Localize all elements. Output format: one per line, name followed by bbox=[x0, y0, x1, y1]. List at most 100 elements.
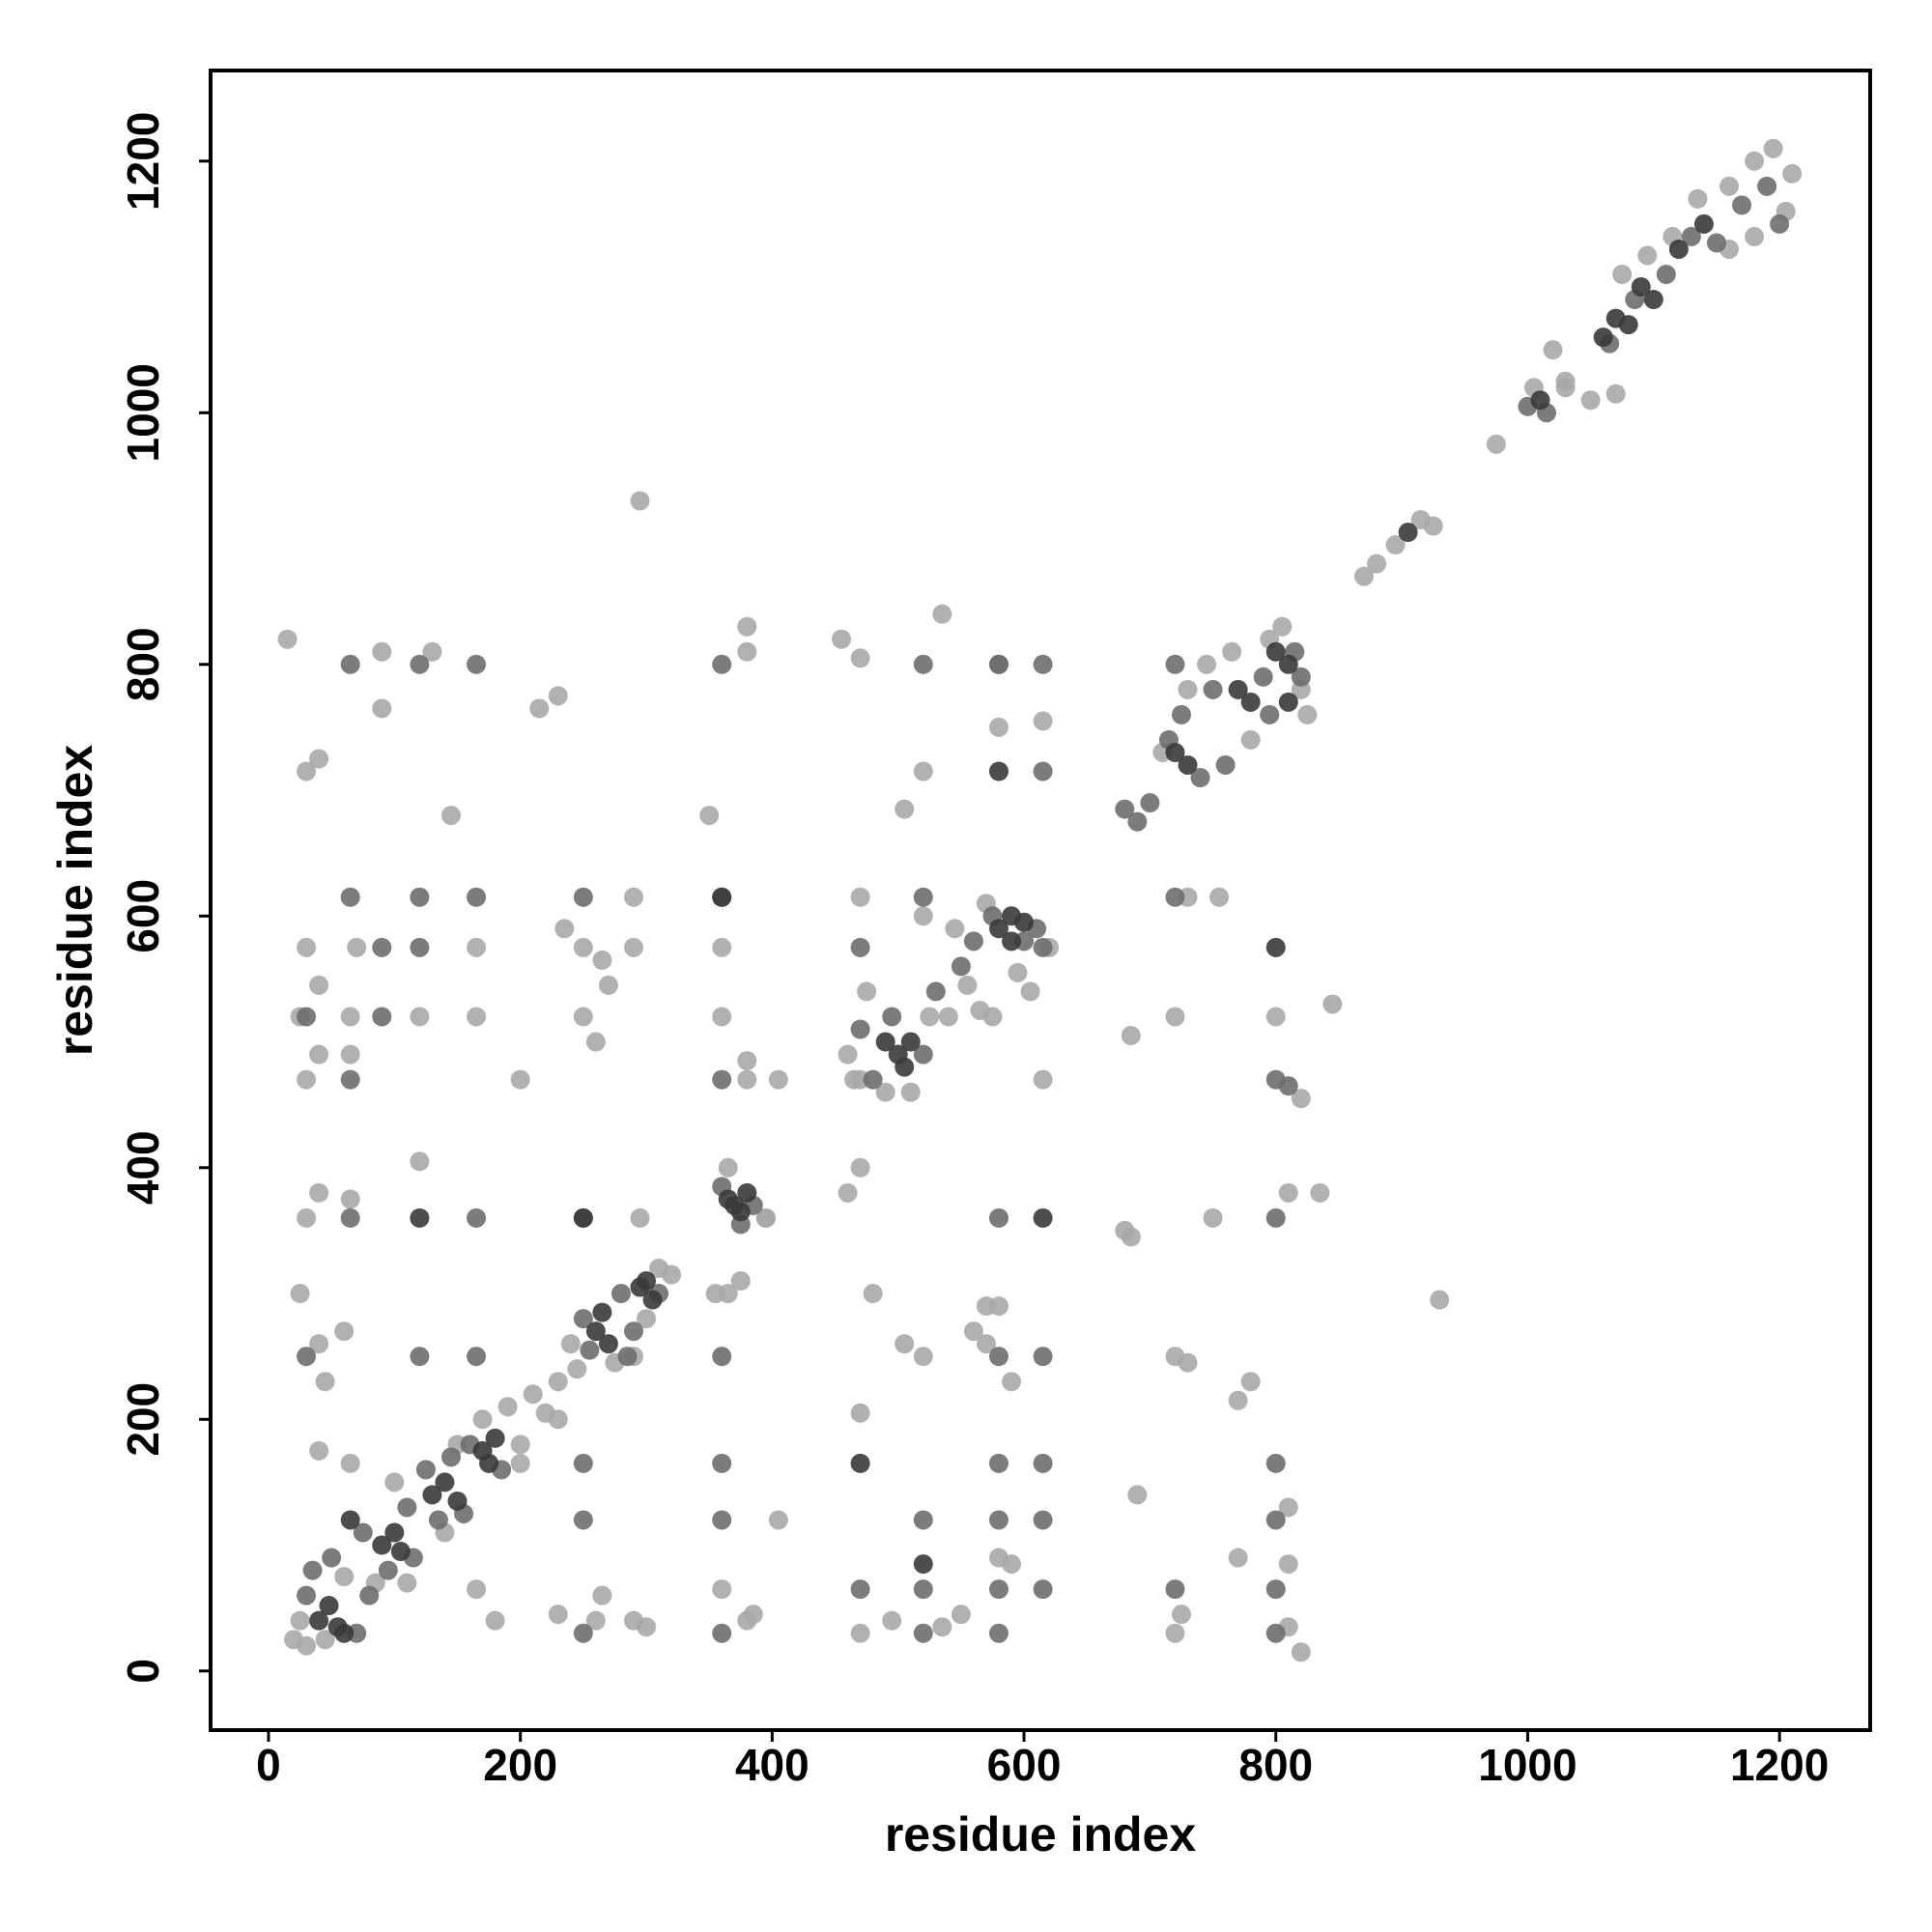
x-tick-label: 0 bbox=[256, 1740, 281, 1790]
point bbox=[768, 1069, 788, 1090]
point bbox=[467, 887, 487, 907]
point bbox=[1002, 1554, 1022, 1575]
point bbox=[548, 1409, 568, 1430]
point bbox=[585, 1610, 606, 1631]
plot-frame bbox=[209, 69, 1872, 1732]
point bbox=[1265, 1208, 1286, 1228]
point bbox=[938, 1007, 958, 1027]
point bbox=[1618, 315, 1638, 335]
point bbox=[415, 1460, 436, 1480]
point bbox=[410, 1347, 430, 1367]
point bbox=[895, 1057, 915, 1077]
point bbox=[1631, 277, 1651, 298]
point bbox=[529, 698, 550, 719]
point bbox=[730, 1202, 751, 1222]
point bbox=[485, 1610, 505, 1631]
point bbox=[1260, 704, 1280, 724]
point bbox=[1222, 641, 1242, 662]
point bbox=[637, 1271, 657, 1292]
point bbox=[1291, 667, 1311, 687]
point bbox=[1178, 1352, 1198, 1373]
point bbox=[497, 1397, 518, 1417]
point bbox=[340, 1189, 360, 1209]
point bbox=[297, 1347, 317, 1367]
point bbox=[976, 1334, 996, 1354]
point bbox=[712, 937, 732, 957]
point bbox=[988, 1623, 1009, 1643]
point bbox=[838, 1044, 858, 1065]
point bbox=[988, 1579, 1009, 1600]
point bbox=[863, 1284, 883, 1304]
point bbox=[630, 1208, 650, 1228]
point bbox=[1430, 1290, 1450, 1310]
point bbox=[410, 887, 430, 907]
point bbox=[712, 1623, 732, 1643]
x-tick-label: 800 bbox=[1238, 1740, 1313, 1790]
point bbox=[1719, 176, 1740, 196]
point bbox=[1165, 1007, 1185, 1027]
point bbox=[297, 1007, 317, 1027]
point bbox=[467, 654, 487, 674]
point bbox=[850, 1579, 870, 1600]
point bbox=[560, 1334, 581, 1354]
point bbox=[1240, 692, 1261, 712]
point bbox=[1165, 1623, 1185, 1643]
x-tick-label: 400 bbox=[735, 1740, 810, 1790]
point bbox=[384, 1522, 405, 1543]
point bbox=[1385, 535, 1406, 555]
point bbox=[1593, 327, 1613, 348]
point bbox=[440, 1447, 461, 1467]
point bbox=[592, 950, 612, 970]
point bbox=[573, 887, 593, 907]
point bbox=[743, 1605, 763, 1625]
point bbox=[472, 1409, 493, 1430]
point bbox=[730, 1271, 751, 1292]
point bbox=[1165, 742, 1185, 762]
point bbox=[850, 1623, 870, 1643]
point bbox=[567, 1359, 587, 1379]
point bbox=[410, 1007, 430, 1027]
point bbox=[768, 1510, 788, 1530]
point bbox=[548, 1372, 568, 1392]
point bbox=[1228, 1548, 1248, 1568]
y-tick-label: 0 bbox=[118, 1659, 168, 1684]
x-tick-label: 1000 bbox=[1478, 1740, 1577, 1790]
point bbox=[1656, 265, 1676, 285]
point bbox=[1278, 692, 1298, 712]
point bbox=[951, 1605, 971, 1625]
point bbox=[1228, 1390, 1248, 1410]
point bbox=[573, 1623, 593, 1643]
point bbox=[875, 1032, 895, 1052]
point bbox=[410, 937, 430, 957]
point bbox=[1253, 667, 1273, 687]
point bbox=[510, 1435, 530, 1455]
point bbox=[523, 1384, 543, 1405]
point bbox=[957, 975, 978, 995]
point bbox=[390, 1542, 411, 1562]
point bbox=[1322, 994, 1343, 1014]
point bbox=[895, 1334, 915, 1354]
point bbox=[372, 641, 392, 662]
point bbox=[832, 629, 852, 649]
point bbox=[1291, 1642, 1311, 1662]
point bbox=[1165, 654, 1185, 674]
point bbox=[630, 491, 650, 511]
point bbox=[422, 1485, 442, 1505]
point bbox=[623, 937, 643, 957]
point bbox=[315, 1630, 335, 1650]
point bbox=[1033, 937, 1053, 957]
point bbox=[440, 806, 461, 826]
point bbox=[290, 1284, 310, 1304]
y-tick-label: 1000 bbox=[118, 363, 168, 462]
point bbox=[297, 761, 317, 781]
point bbox=[1033, 1510, 1053, 1530]
point bbox=[1580, 390, 1601, 411]
point bbox=[913, 1510, 933, 1530]
point bbox=[1770, 213, 1790, 234]
point bbox=[1197, 654, 1217, 674]
point bbox=[479, 1453, 499, 1473]
point bbox=[573, 1453, 593, 1473]
point bbox=[1265, 1579, 1286, 1600]
point bbox=[976, 1296, 996, 1317]
point bbox=[510, 1069, 530, 1090]
